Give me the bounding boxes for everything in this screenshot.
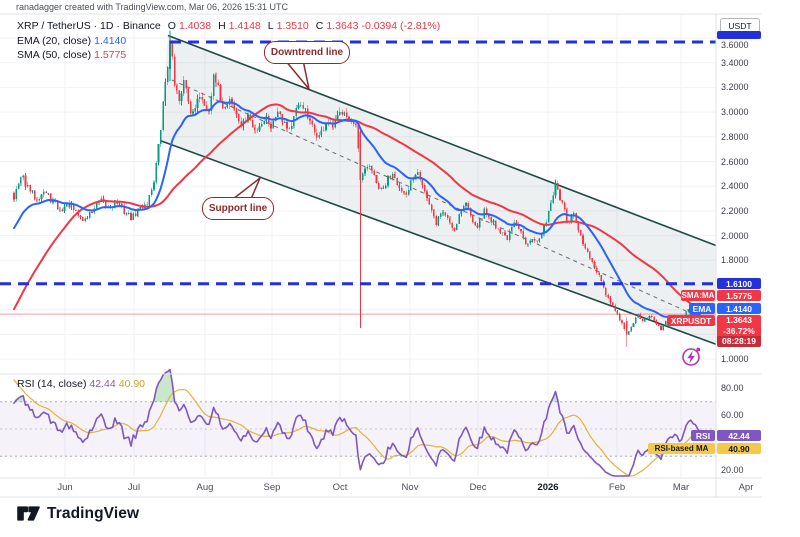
low-value: 1.3510 (276, 20, 309, 32)
downtrend-line-annotation[interactable]: Downtrend line (264, 41, 350, 64)
resistance-ray-axis-label (717, 31, 761, 39)
time-axis-label: Mar (672, 482, 690, 493)
rsi-value: 42.44 (89, 378, 116, 390)
time-axis-label: 2026 (537, 482, 559, 493)
close-label: C (315, 20, 324, 32)
rsi-value-label: 42.44 (717, 430, 761, 441)
sma-label: SMA (50, close) (17, 49, 92, 61)
rsi-tag: RSI (691, 430, 715, 441)
ema-legend-row[interactable]: EMA (20, close) 1.4140 (17, 35, 440, 47)
price-tick-label: 1.0000 (721, 354, 749, 365)
time-axis-label: Dec (469, 482, 487, 493)
attribution-text: ranadagger created with TradingView.com,… (16, 2, 288, 12)
rsi-plot (0, 368, 716, 477)
symbol-tag: XRPUSDT (667, 315, 715, 326)
low-label: L (267, 20, 274, 32)
time-axis-label: Oct (332, 482, 348, 493)
open-value: 1.4038 (178, 20, 212, 32)
tradingview-logo-icon (17, 506, 40, 521)
time-axis-label: Jul (127, 482, 141, 493)
time-axis-label: Jun (57, 482, 73, 493)
high-label: H (218, 20, 226, 32)
rsi-ma-value-label: 40.90 (717, 443, 761, 454)
high-value: 1.4148 (228, 20, 261, 32)
tradingview-watermark[interactable]: TradingView (16, 503, 139, 524)
price-tick-label: 2.4000 (721, 181, 749, 192)
close-value: 1.3643 (326, 20, 359, 32)
open-label: O (167, 20, 176, 32)
level-price-label: 1.6100 (717, 278, 761, 289)
rsi-ma-tag: RSI-based MA (648, 443, 715, 454)
price-levels (0, 40, 716, 315)
moving-averages (13, 100, 701, 319)
sma-price-label: 1.5775 (717, 290, 761, 301)
last-price-value: 1.3643 (726, 315, 752, 326)
price-tick-label: 3.4000 (721, 57, 749, 68)
price-tick-label: 1.8000 (721, 255, 749, 266)
time-axis-label: Apr (738, 482, 754, 493)
price-tick-label: 3.2000 (721, 82, 749, 93)
rsi-tick-label: 80.00 (721, 383, 744, 393)
price-tick-label: 3.6000 (721, 40, 749, 50)
ema-tag: EMA (689, 303, 715, 314)
symbol-title: XRP / TetherUS · 1D · Binance (17, 20, 161, 32)
rsi-tick-label: 60.00 (721, 410, 744, 421)
price-tick-label: 3.0000 (721, 107, 749, 118)
rsi-tick-label: 20.00 (721, 464, 744, 475)
price-tick-label: 2.8000 (721, 131, 749, 142)
pane-borders (0, 13, 762, 498)
time-axis-label: Feb (608, 482, 626, 493)
parallel-channel (159, 34, 717, 346)
support-line-annotation[interactable]: Support line (202, 197, 274, 220)
price-tick-label: 2.2000 (721, 205, 749, 216)
change-value: -0.0394 (-2.81%) (361, 20, 441, 32)
time-axis-label: Sep (263, 482, 281, 493)
alert-lightning-icon[interactable] (682, 347, 701, 366)
rsi-label: RSI (14, close) (17, 378, 87, 390)
ema-value: 1.4140 (94, 34, 127, 47)
last-price-label: 1.3643 -36.72% 08:28:19 (717, 315, 761, 347)
price-tick-label: 2.6000 (721, 156, 749, 167)
time-axis-label: Aug (196, 482, 214, 493)
ema-label: EMA (20, close) (17, 34, 92, 47)
gridlines (0, 15, 716, 477)
rsi-ma-value: 40.90 (118, 378, 146, 390)
sma-tag: SMA:MA (681, 290, 715, 301)
tradingview-watermark-text: TradingView (47, 504, 140, 522)
last-price-change: -36.72% (723, 325, 755, 336)
time-axis-label: Nov (401, 482, 419, 493)
sma-legend-row[interactable]: SMA (50, close) 1.5775 (17, 49, 440, 61)
price-tick-label: 2.0000 (721, 230, 749, 241)
rsi-legend-row[interactable]: RSI (14, close) 42.44 40.90 (17, 378, 145, 390)
ema-price-label: 1.4140 (717, 303, 761, 314)
sma-value: 1.5775 (94, 49, 127, 61)
bar-countdown: 08:28:19 (717, 336, 761, 347)
